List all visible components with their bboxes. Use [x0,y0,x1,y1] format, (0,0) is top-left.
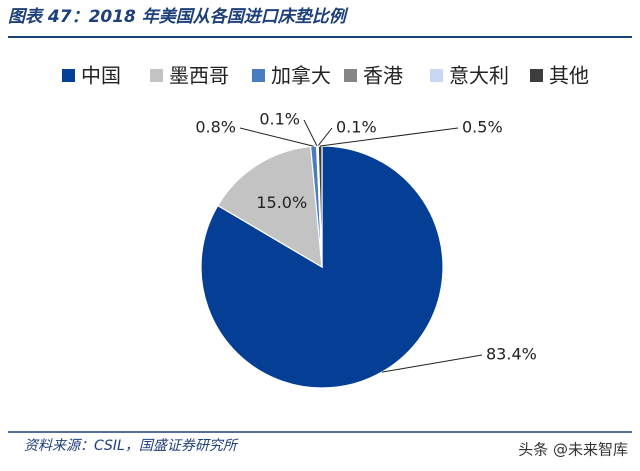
data-label: 0.8% [195,118,236,137]
legend-swatch [530,69,543,82]
data-label: 0.1% [259,110,300,129]
legend-swatch [344,69,357,82]
leader-line [239,127,314,147]
legend-swatch [150,69,163,82]
legend-label: 加拿大 [271,64,331,88]
legend-label: 意大利 [449,64,509,88]
legend-label: 中国 [81,64,121,88]
leader-line [303,119,318,147]
pie-slice [216,145,323,269]
data-label: 0.5% [462,118,503,137]
legend-label: 香港 [363,64,403,88]
legend-swatch [252,69,265,82]
data-label: 15.0% [256,193,307,212]
legend-label: 墨西哥 [169,64,229,88]
legend-swatch [430,69,443,82]
legend-label: 其他 [549,64,589,88]
watermark: 头条 @未来智库 [518,441,628,459]
source: 资料来源：CSIL，国盛证券研究所 [24,438,239,454]
chart-title: 图表 47：2018 年美国从各国进口床垫比例 [8,7,349,27]
leader-line [320,127,459,147]
leader-line [381,354,483,373]
legend-swatch [62,69,75,82]
data-label: 83.4% [486,345,537,364]
leader-line [317,127,333,147]
data-label: 0.1% [336,118,377,137]
